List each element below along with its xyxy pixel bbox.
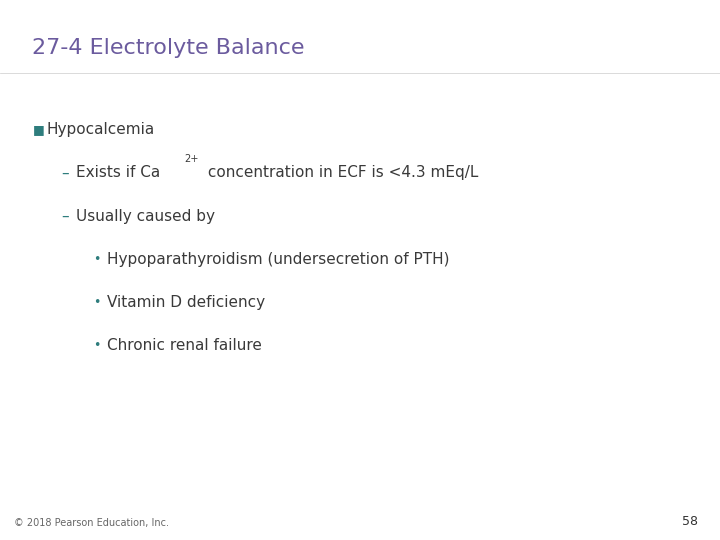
Text: © 2018 Pearson Education, Inc.: © 2018 Pearson Education, Inc. (14, 518, 169, 528)
Text: Usually caused by: Usually caused by (76, 208, 215, 224)
Text: Vitamin D deficiency: Vitamin D deficiency (107, 295, 265, 310)
Text: concentration in ECF is <4.3 mEq/L: concentration in ECF is <4.3 mEq/L (203, 165, 478, 180)
Text: –: – (61, 165, 69, 180)
Text: •: • (94, 339, 101, 352)
Text: •: • (94, 253, 101, 266)
Text: 2+: 2+ (184, 154, 199, 164)
Text: Hypoparathyroidism (undersecretion of PTH): Hypoparathyroidism (undersecretion of PT… (107, 252, 449, 267)
Text: Chronic renal failure: Chronic renal failure (107, 338, 261, 353)
Text: Hypocalcemia: Hypocalcemia (47, 122, 155, 137)
Text: –: – (61, 208, 69, 224)
Text: Exists if Ca: Exists if Ca (76, 165, 160, 180)
Text: 27-4 Electrolyte Balance: 27-4 Electrolyte Balance (32, 38, 305, 58)
Text: •: • (94, 296, 101, 309)
Text: ■: ■ (32, 123, 44, 136)
Text: 58: 58 (683, 515, 698, 528)
